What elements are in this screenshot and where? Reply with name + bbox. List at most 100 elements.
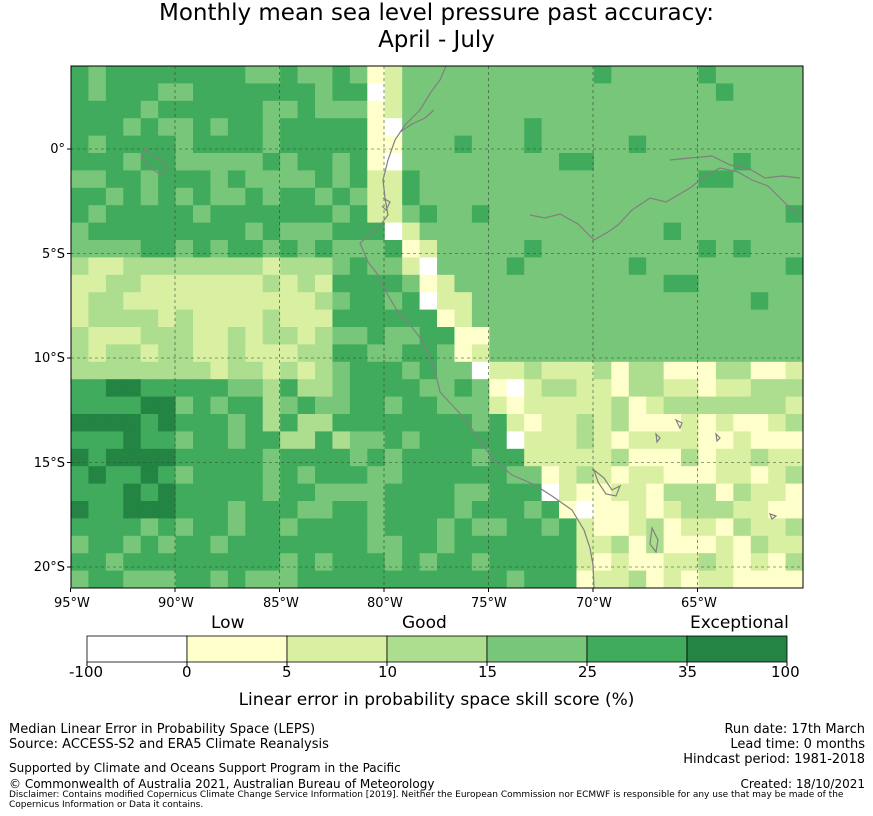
skill-cell: [140, 153, 159, 171]
skill-cell: [315, 518, 333, 537]
skill-cell: [315, 553, 333, 571]
skill-cell: [698, 361, 717, 380]
skill-cell: [576, 361, 595, 380]
skill-cell: [524, 118, 543, 136]
skill-cell: [227, 83, 246, 102]
small-lake-1: [674, 418, 683, 430]
skill-cell: [367, 379, 386, 397]
skill-cell: [646, 257, 665, 276]
skill-cell: [384, 518, 403, 537]
skill-cell: [88, 222, 107, 241]
skill-cell: [123, 361, 142, 380]
skill-cell: [750, 518, 769, 537]
skill-cell: [175, 518, 194, 537]
skill-cell: [576, 344, 595, 363]
skill-cell: [628, 153, 647, 171]
skill-cell: [210, 274, 229, 293]
skill-cell: [245, 292, 264, 310]
skill-cell: [437, 518, 455, 537]
skill-cell: [750, 570, 769, 589]
skill-cell: [175, 553, 194, 571]
skill-cell: [315, 66, 333, 84]
skill-cell: [297, 344, 316, 363]
skill-cell: [105, 240, 124, 258]
skill-cell: [71, 379, 89, 397]
skill-cell: [681, 100, 699, 119]
skill-cell: [332, 535, 351, 554]
skill-cell: [681, 483, 699, 502]
skill-cell: [419, 483, 438, 502]
skill-cell: [437, 431, 455, 450]
skill-cell: [210, 344, 229, 363]
skill-cell: [489, 396, 508, 415]
skill-cell: [227, 344, 246, 363]
skill-cell: [576, 66, 595, 84]
skill-cell: [245, 240, 264, 258]
skill-cell: [715, 222, 734, 241]
skill-cell: [402, 240, 420, 258]
skill-cell: [593, 170, 612, 189]
skill-cell: [681, 379, 699, 397]
skill-cell: [158, 431, 176, 450]
skill-cell: [559, 292, 577, 310]
skill-cell: [506, 240, 525, 258]
skill-cell: [227, 396, 246, 415]
skill-cell: [384, 170, 403, 189]
skill-cell: [437, 83, 455, 102]
category-good: Good: [402, 613, 447, 633]
skill-cell: [332, 66, 351, 84]
skill-cell: [576, 414, 595, 432]
skill-cell: [349, 118, 368, 136]
skill-cell: [506, 170, 525, 189]
skill-cell: [628, 118, 647, 136]
skill-cell: [524, 431, 543, 450]
skill-cell: [384, 274, 403, 293]
skill-cell: [297, 327, 316, 345]
skill-cell: [768, 466, 787, 484]
skill-cell: [105, 396, 124, 415]
colorbar-segment: [486, 635, 588, 663]
skill-cell: [681, 431, 699, 450]
skill-cell: [454, 153, 473, 171]
skill-cell: [750, 309, 769, 328]
skill-cell: [628, 379, 647, 397]
skill-cell: [367, 361, 386, 380]
skill-cell: [402, 570, 420, 589]
skill-cell: [681, 518, 699, 537]
skill-cell: [628, 327, 647, 345]
skill-cell: [750, 135, 769, 154]
skill-cell: [506, 431, 525, 450]
skill-cell: [506, 379, 525, 397]
coastline-south-america: [359, 65, 595, 589]
skill-cell: [768, 396, 787, 415]
skill-cell: [123, 170, 142, 189]
skill-cell: [750, 361, 769, 380]
skill-cell: [419, 501, 438, 519]
skill-cell: [593, 483, 612, 502]
skill-cell: [105, 483, 124, 502]
skill-cell: [646, 344, 665, 363]
skill-cell: [715, 66, 734, 84]
skill-cell: [768, 274, 787, 293]
skill-cell: [262, 414, 281, 432]
skill-cell: [71, 100, 89, 119]
skill-cell: [611, 100, 630, 119]
skill-cell: [349, 448, 368, 467]
skill-cell: [576, 379, 595, 397]
skill-cell: [437, 448, 455, 467]
skill-cell: [611, 501, 630, 519]
skill-cell: [88, 257, 107, 276]
skill-cell: [593, 274, 612, 293]
skill-cell: [489, 327, 508, 345]
skill-cell: [88, 135, 107, 154]
skill-cell: [646, 83, 665, 102]
skill-cell: [628, 414, 647, 432]
skill-cell: [733, 222, 752, 241]
skill-cell: [524, 414, 543, 432]
skill-cell: [105, 414, 124, 432]
skill-cell: [210, 100, 229, 119]
skill-cell: [245, 170, 264, 189]
skill-cell: [628, 466, 647, 484]
skill-cell: [227, 257, 246, 276]
skill-cell: [524, 361, 543, 380]
